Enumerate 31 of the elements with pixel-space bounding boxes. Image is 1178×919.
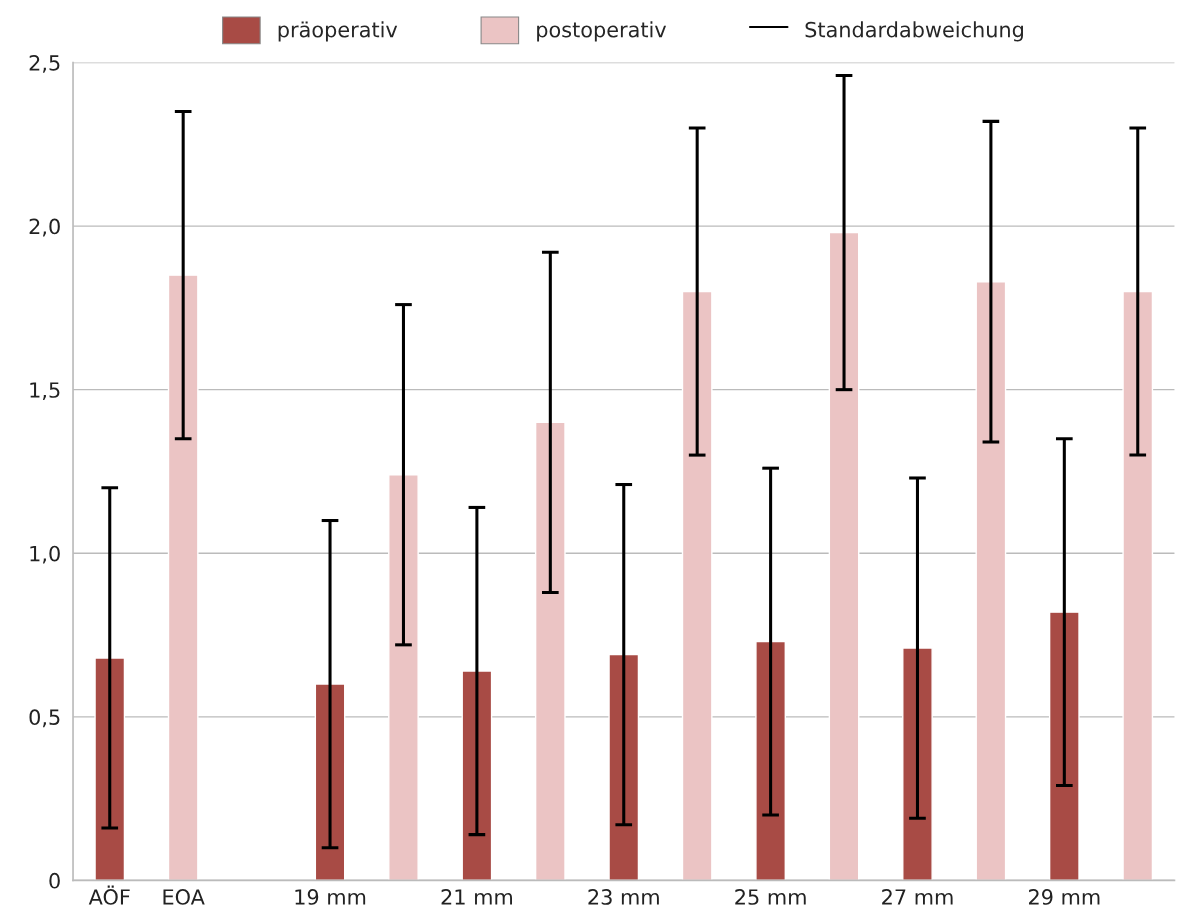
y-tick-label: 0,5: [29, 709, 60, 728]
x-tick-label: 25 mm: [735, 889, 806, 905]
bar: [608, 653, 640, 881]
y-tick-label: 1,0: [30, 545, 60, 564]
bar: [975, 280, 1007, 881]
y-tick-label: 0: [49, 872, 60, 889]
bar: [314, 683, 346, 881]
bar: [94, 657, 126, 881]
legend-label: präoperativ: [278, 21, 398, 42]
x-tick-label: 29 mm: [1028, 889, 1100, 905]
text: Standardabweichung: [805, 21, 1023, 42]
bar: [167, 274, 199, 881]
bar: [388, 474, 419, 881]
x-tick-label: EOA: [163, 889, 205, 905]
bar: [461, 670, 493, 881]
x-tick-label: 19 mm: [295, 889, 366, 905]
x-tick-label: 23 mm: [588, 889, 659, 905]
y-tick-label: 2,5: [29, 54, 60, 73]
bar: [828, 231, 860, 881]
y-tick-label: 1,5: [30, 382, 60, 400]
bar: [1122, 290, 1154, 881]
bar: [534, 421, 566, 881]
bar: [902, 647, 933, 881]
legend-label: postoperativ: [537, 21, 667, 42]
y-tick-label: 2,0: [29, 218, 60, 237]
bar: [755, 640, 786, 881]
x-tick-label: 27 mm: [882, 889, 953, 905]
x-tick-label: AÖF: [88, 885, 130, 905]
x-tick-label: 21 mm: [441, 889, 512, 905]
bar: [681, 290, 713, 881]
bar: [1048, 611, 1080, 881]
